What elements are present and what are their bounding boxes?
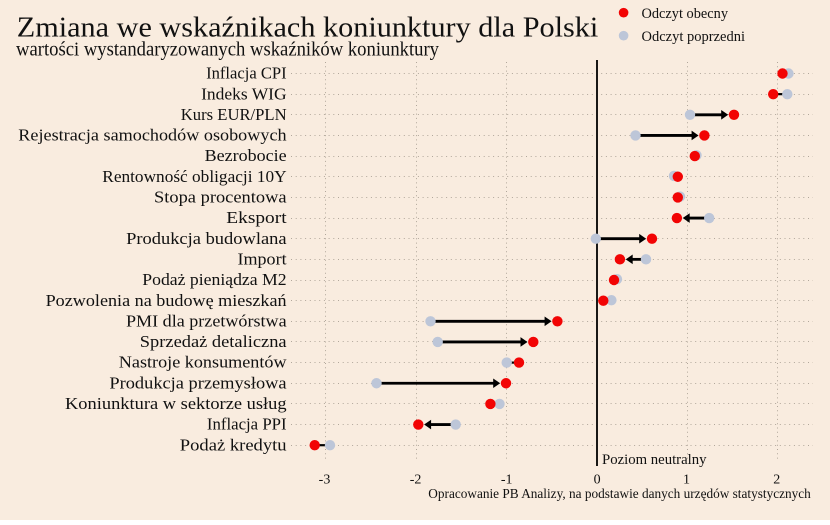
svg-text:Nastroje konsumentów: Nastroje konsumentów bbox=[119, 353, 288, 372]
svg-text:Zmiana we wskaźnikach koniunkt: Zmiana we wskaźnikach koniunktury dla Po… bbox=[17, 13, 599, 44]
svg-text:Bezrobocie: Bezrobocie bbox=[205, 146, 287, 165]
svg-text:Rejestracja samochodów osobowy: Rejestracja samochodów osobowych bbox=[18, 126, 287, 145]
svg-text:-3: -3 bbox=[319, 473, 331, 488]
svg-text:Stopa procentowa: Stopa procentowa bbox=[154, 188, 287, 207]
svg-text:Koniunktura w sektorze usług: Koniunktura w sektorze usług bbox=[65, 394, 287, 413]
svg-text:-2: -2 bbox=[410, 473, 422, 488]
svg-text:Odczyt obecny: Odczyt obecny bbox=[642, 6, 729, 22]
svg-text:Poziom neutralny: Poziom neutralny bbox=[602, 452, 707, 468]
svg-text:2: 2 bbox=[773, 473, 780, 488]
svg-text:Eksport: Eksport bbox=[226, 208, 287, 227]
svg-text:Pozwolenia na budowę mieszkań: Pozwolenia na budowę mieszkań bbox=[46, 291, 288, 310]
svg-text:Odczyt poprzedni: Odczyt poprzedni bbox=[642, 29, 746, 45]
svg-text:0: 0 bbox=[594, 473, 601, 488]
svg-text:Produkcja budowlana: Produkcja budowlana bbox=[126, 229, 287, 248]
svg-text:wartości wystandaryzowanych ws: wartości wystandaryzowanych wskaźników k… bbox=[16, 39, 439, 61]
svg-text:Sprzedaż detaliczna: Sprzedaż detaliczna bbox=[140, 332, 287, 351]
svg-text:-1: -1 bbox=[501, 473, 513, 488]
svg-text:Inflacja PPI: Inflacja PPI bbox=[207, 415, 287, 434]
svg-text:Produkcja przemysłowa: Produkcja przemysłowa bbox=[109, 373, 287, 392]
svg-text:1: 1 bbox=[683, 473, 690, 488]
svg-text:Inflacja CPI: Inflacja CPI bbox=[206, 64, 287, 83]
svg-text:Import: Import bbox=[238, 249, 287, 268]
svg-text:Kurs EUR/PLN: Kurs EUR/PLN bbox=[181, 105, 287, 124]
svg-text:PMI dla przetwórstwa: PMI dla przetwórstwa bbox=[126, 311, 287, 330]
svg-text:Rentowność obligacji 10Y: Rentowność obligacji 10Y bbox=[102, 167, 286, 186]
svg-text:Opracowanie PB Analizy, na pod: Opracowanie PB Analizy, na podstawie dan… bbox=[428, 487, 811, 502]
svg-text:Indeks WIG: Indeks WIG bbox=[201, 84, 287, 103]
svg-text:Podaż kredytu: Podaż kredytu bbox=[180, 435, 287, 454]
svg-text:Podaż pieniądza M2: Podaż pieniądza M2 bbox=[142, 270, 286, 289]
